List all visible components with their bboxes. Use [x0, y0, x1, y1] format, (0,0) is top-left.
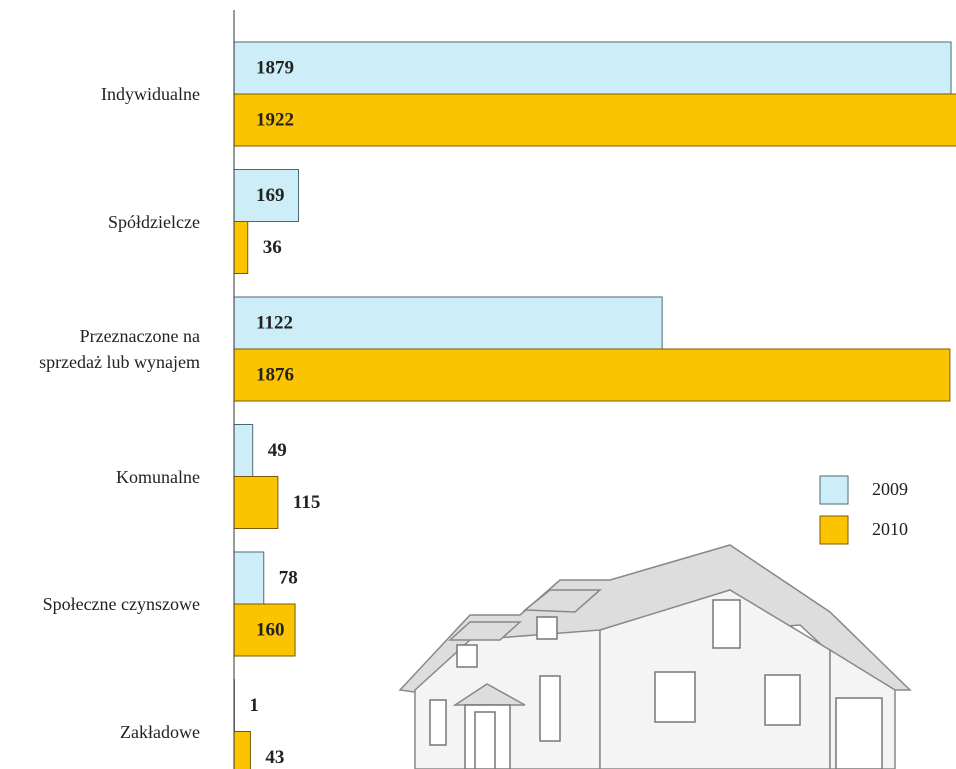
bar	[234, 349, 950, 401]
category-label: Indywidualne	[0, 81, 200, 107]
chart-svg: 1879 1922 169 36 1122 1876 49 115 78 160 1 43 2009 20…	[0, 0, 956, 769]
bar	[234, 222, 248, 274]
value-label: 49	[268, 440, 287, 461]
value-label: 160	[256, 619, 285, 640]
value-label: 1879	[256, 57, 294, 78]
value-label: 1876	[256, 364, 294, 385]
legend-swatch	[820, 516, 848, 544]
value-label: 169	[256, 185, 285, 206]
legend-label: 2010	[872, 519, 908, 539]
category-label: Przeznaczone na sprzedaż lub wynajem	[0, 323, 200, 375]
category-label: Komunalne	[0, 464, 200, 490]
value-label: 78	[279, 567, 298, 588]
legend-label: 2009	[872, 479, 908, 499]
bar	[234, 552, 264, 604]
house-illustration	[400, 545, 910, 769]
value-label: 115	[293, 492, 320, 513]
bar	[234, 94, 956, 146]
value-label: 1	[249, 695, 258, 716]
value-label: 36	[263, 237, 282, 258]
category-label: Społeczne czynszowe	[0, 591, 200, 617]
category-label: Spółdzielcze	[0, 209, 200, 235]
chart: 1879 1922 169 36 1122 1876 49 115 78 160 1 43 2009 20…	[0, 0, 956, 769]
category-label: Zakładowe	[0, 719, 200, 745]
legend-swatch	[820, 476, 848, 504]
bar	[234, 42, 951, 94]
bar	[234, 732, 250, 769]
bar	[234, 297, 662, 349]
bar	[234, 425, 253, 477]
value-label: 1922	[256, 109, 294, 130]
bar	[234, 477, 278, 529]
value-label: 1122	[256, 312, 293, 333]
value-label: 43	[265, 747, 284, 768]
